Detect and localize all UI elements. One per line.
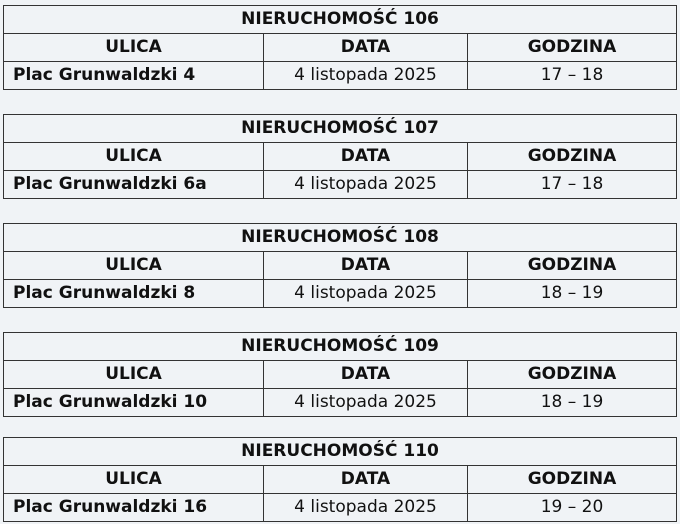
header-time: GODZINA — [466, 465, 678, 494]
date-cell: 4 listopada 2025 — [263, 170, 468, 199]
time-cell: 18 – 19 — [466, 388, 678, 417]
street-cell: Plac Grunwaldzki 6a — [3, 170, 264, 199]
property-table: NIERUCHOMOŚĆ 108 ULICA DATA GODZINA Plac… — [2, 223, 678, 308]
street-cell: Plac Grunwaldzki 8 — [3, 279, 264, 308]
property-table: NIERUCHOMOŚĆ 109 ULICA DATA GODZINA Plac… — [2, 332, 678, 417]
header-date: DATA — [263, 360, 468, 389]
header-date: DATA — [263, 142, 468, 171]
header-time: GODZINA — [466, 360, 678, 389]
date-cell: 4 listopada 2025 — [263, 61, 468, 90]
street-cell: Plac Grunwaldzki 10 — [3, 388, 264, 417]
table-row: Plac Grunwaldzki 16 4 listopada 2025 19 … — [3, 493, 678, 522]
table-row: Plac Grunwaldzki 10 4 listopada 2025 18 … — [3, 388, 678, 417]
header-time: GODZINA — [466, 33, 678, 62]
time-cell: 17 – 18 — [466, 61, 678, 90]
property-title: NIERUCHOMOŚĆ 106 — [2, 5, 678, 34]
street-cell: Plac Grunwaldzki 16 — [3, 493, 264, 522]
header-street: ULICA — [3, 33, 264, 62]
table-row: Plac Grunwaldzki 4 4 listopada 2025 17 –… — [3, 61, 678, 90]
header-street: ULICA — [3, 360, 264, 389]
header-time: GODZINA — [466, 142, 678, 171]
header-time: GODZINA — [466, 251, 678, 280]
property-table: NIERUCHOMOŚĆ 110 ULICA DATA GODZINA Plac… — [2, 437, 678, 522]
property-title: NIERUCHOMOŚĆ 108 — [2, 223, 678, 252]
property-table: NIERUCHOMOŚĆ 106 ULICA DATA GODZINA Plac… — [2, 5, 678, 90]
date-cell: 4 listopada 2025 — [263, 279, 468, 308]
time-cell: 18 – 19 — [466, 279, 678, 308]
property-title: NIERUCHOMOŚĆ 110 — [2, 437, 678, 466]
property-title: NIERUCHOMOŚĆ 107 — [2, 114, 678, 143]
date-cell: 4 listopada 2025 — [263, 493, 468, 522]
property-title: NIERUCHOMOŚĆ 109 — [2, 332, 678, 361]
header-date: DATA — [263, 465, 468, 494]
header-street: ULICA — [3, 465, 264, 494]
header-date: DATA — [263, 251, 468, 280]
header-date: DATA — [263, 33, 468, 62]
date-cell: 4 listopada 2025 — [263, 388, 468, 417]
street-cell: Plac Grunwaldzki 4 — [3, 61, 264, 90]
table-row: Plac Grunwaldzki 6a 4 listopada 2025 17 … — [3, 170, 678, 199]
header-street: ULICA — [3, 142, 264, 171]
time-cell: 17 – 18 — [466, 170, 678, 199]
header-street: ULICA — [3, 251, 264, 280]
property-table: NIERUCHOMOŚĆ 107 ULICA DATA GODZINA Plac… — [2, 114, 678, 199]
time-cell: 19 – 20 — [466, 493, 678, 522]
table-row: Plac Grunwaldzki 8 4 listopada 2025 18 –… — [3, 279, 678, 308]
